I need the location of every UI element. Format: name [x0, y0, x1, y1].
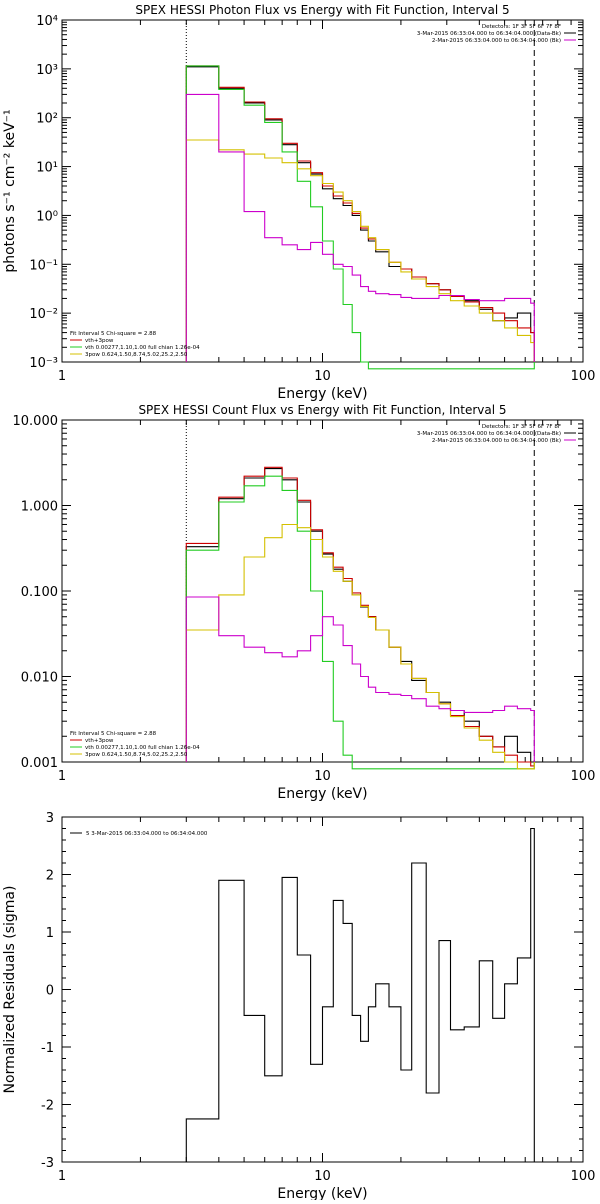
- series-3pow-1: [185, 523, 535, 770]
- series-vth-0: [185, 65, 535, 370]
- y-tick-label-2: -3: [41, 1156, 54, 1171]
- y-tick-label-2: -2: [41, 1099, 54, 1114]
- legend-top-0-0: Detectors: 1F 3F 5F 6F 7F 8F: [482, 24, 561, 30]
- y-tick-label-2: -1: [41, 1041, 54, 1056]
- series-data-bk-1: [185, 468, 535, 763]
- legend-bottom-0-3: 3pow 0.624,1.50,8.74,5.02,25.2,2.50: [85, 352, 188, 358]
- y-tick-label-0: 10⁻²: [29, 307, 58, 322]
- y-tick-label-0: 10⁴: [36, 14, 58, 29]
- x-tick-label-0: 10: [314, 369, 331, 384]
- legend-bottom-0-1: vth+3pow: [85, 338, 114, 344]
- legend-top-1-2: 2-Mar-2015 06:33:04.000 to 06:34:04.000 …: [432, 438, 561, 444]
- y-tick-label-1: 10.000: [13, 414, 59, 429]
- legend-bottom-0-2: vth 0.00277,1.10,1.00 full chian 1.26e-0…: [85, 345, 200, 351]
- x-tick-label-1: 1: [58, 769, 66, 784]
- y-tick-label-0: 10¹: [36, 161, 58, 176]
- y-tick-label-0: 10⁻¹: [29, 258, 58, 273]
- y-axis-label-2: Normalized Residuals (sigma): [2, 886, 18, 1094]
- y-tick-label-1: 0.001: [21, 756, 58, 771]
- chart-title-1: SPEX HESSI Count Flux vs Energy with Fit…: [138, 403, 506, 417]
- legend-top-0-2: 2-Mar-2015 06:33:04.000 to 06:34:04.000 …: [432, 38, 561, 44]
- x-tick-label-1: 10: [314, 769, 331, 784]
- legend-top-2-0: 5 3-Mar-2015 06:33:04.000 to 06:34:04.00…: [86, 831, 208, 837]
- legend-bottom-1-0: Fit Interval 5 Chi-square = 2.88: [70, 731, 157, 737]
- y-tick-label-2: 2: [46, 869, 54, 884]
- y-tick-label-1: 0.100: [21, 585, 58, 600]
- series-bk-0: [185, 93, 535, 362]
- y-tick-label-2: 1: [46, 926, 54, 941]
- chart-title-0: SPEX HESSI Photon Flux vs Energy with Fi…: [135, 3, 509, 17]
- legend-top-0-1: 3-Mar-2015 06:33:04.000 to 06:34:04.000 …: [417, 31, 561, 37]
- y-tick-label-2: 3: [46, 811, 54, 826]
- legend-bottom-1-1: vth+3pow: [85, 738, 114, 744]
- y-axis-label-0: photons s⁻¹ cm⁻² keV⁻¹: [2, 109, 18, 272]
- series-bk-1: [185, 596, 535, 762]
- y-tick-label-0: 10³: [36, 63, 58, 78]
- series-3pow-0: [185, 139, 535, 362]
- x-axis-label-1: Energy (keV): [277, 786, 367, 802]
- y-tick-label-2: 0: [46, 984, 54, 999]
- series-residuals-2: [185, 827, 535, 1162]
- x-tick-label-2: 100: [571, 1169, 596, 1184]
- y-tick-label-0: 10⁻³: [29, 356, 58, 371]
- y-tick-label-0: 10⁰: [36, 209, 58, 224]
- x-tick-label-2: 10: [314, 1169, 331, 1184]
- y-tick-label-1: 0.010: [21, 671, 58, 686]
- x-tick-label-2: 1: [58, 1169, 66, 1184]
- series-vth-3pow-1: [185, 466, 535, 767]
- legend-bottom-0-0: Fit Interval 5 Chi-square = 2.88: [70, 331, 157, 337]
- x-axis-label-2: Energy (keV): [277, 1186, 367, 1200]
- y-tick-label-1: 1.000: [21, 500, 58, 515]
- plot-frame-0: [61, 19, 584, 363]
- x-tick-label-0: 1: [58, 369, 66, 384]
- x-axis-label-0: Energy (keV): [277, 386, 367, 402]
- legend-bottom-1-3: 3pow 0.624,1.50,8.74,5.02,25.2,2.50: [85, 752, 188, 758]
- legend-top-1-1: 3-Mar-2015 06:33:04.000 to 06:34:04.000 …: [417, 431, 561, 437]
- series-vth-1: [185, 475, 535, 770]
- legend-bottom-1-2: vth 0.00277,1.10,1.00 full chian 1.26e-0…: [85, 745, 200, 751]
- x-tick-label-1: 100: [571, 769, 596, 784]
- y-tick-label-0: 10²: [36, 112, 58, 127]
- legend-top-1-0: Detectors: 1F 3F 5F 6F 7F 8F: [482, 424, 561, 430]
- x-tick-label-0: 100: [571, 369, 596, 384]
